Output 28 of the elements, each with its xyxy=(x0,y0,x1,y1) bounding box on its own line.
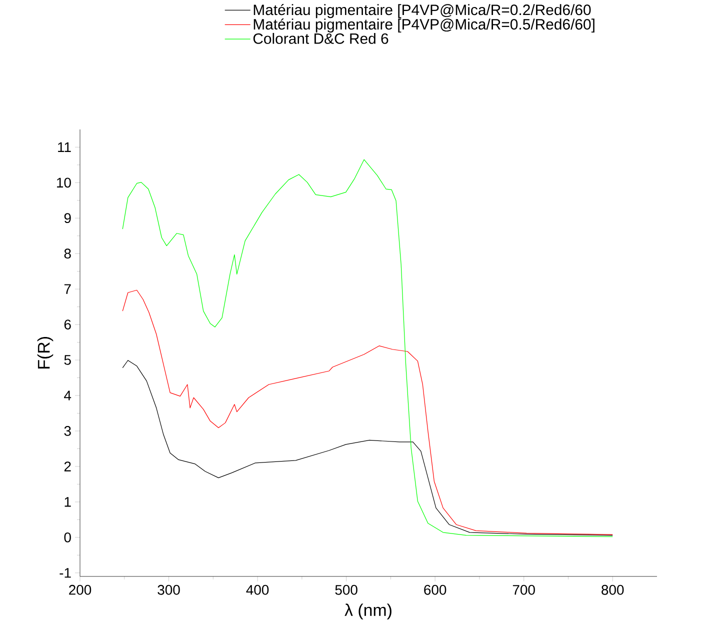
y-tick-label: 2 xyxy=(64,461,71,472)
y-axis-title: F(R) xyxy=(37,336,54,368)
y-tick-label: 5 xyxy=(64,354,71,365)
y-tick-label: 0 xyxy=(64,532,71,542)
y-tick-label: 10 xyxy=(57,177,71,188)
legend-label: Matériau pigmentaire [P4VP@Mica/R=0.5/Red6/60] xyxy=(254,18,594,32)
x-tick-label: 600 xyxy=(424,584,446,595)
x-tick-label: 400 xyxy=(246,584,269,595)
line-series xyxy=(122,159,613,537)
x-tick-label: 300 xyxy=(158,584,180,595)
y-tick-label: 6 xyxy=(64,319,71,330)
x-tick-label: 200 xyxy=(69,584,92,595)
line-series xyxy=(122,290,613,535)
y-tick-label: 4 xyxy=(64,390,72,400)
x-tick-label: 700 xyxy=(512,584,535,595)
x-tick-label: 500 xyxy=(335,584,358,595)
legend-label: Matériau pigmentaire [P4VP@Mica/R=0.2/Red6/60 xyxy=(254,4,591,18)
x-axis-title: λ (nm) xyxy=(344,603,392,620)
line-series xyxy=(122,360,613,536)
legend-label: Colorant D&C Red 6 xyxy=(253,32,388,44)
y-tick-label: 8 xyxy=(64,248,71,258)
y-tick-label: 9 xyxy=(64,212,71,223)
y-tick-label: 7 xyxy=(64,284,71,294)
x-tick-label: 800 xyxy=(602,584,624,595)
y-tick-label: 3 xyxy=(64,426,71,436)
y-tick-label: -1 xyxy=(60,568,71,578)
y-tick-label: 1 xyxy=(64,496,71,507)
y-tick-label: 11 xyxy=(58,142,71,152)
